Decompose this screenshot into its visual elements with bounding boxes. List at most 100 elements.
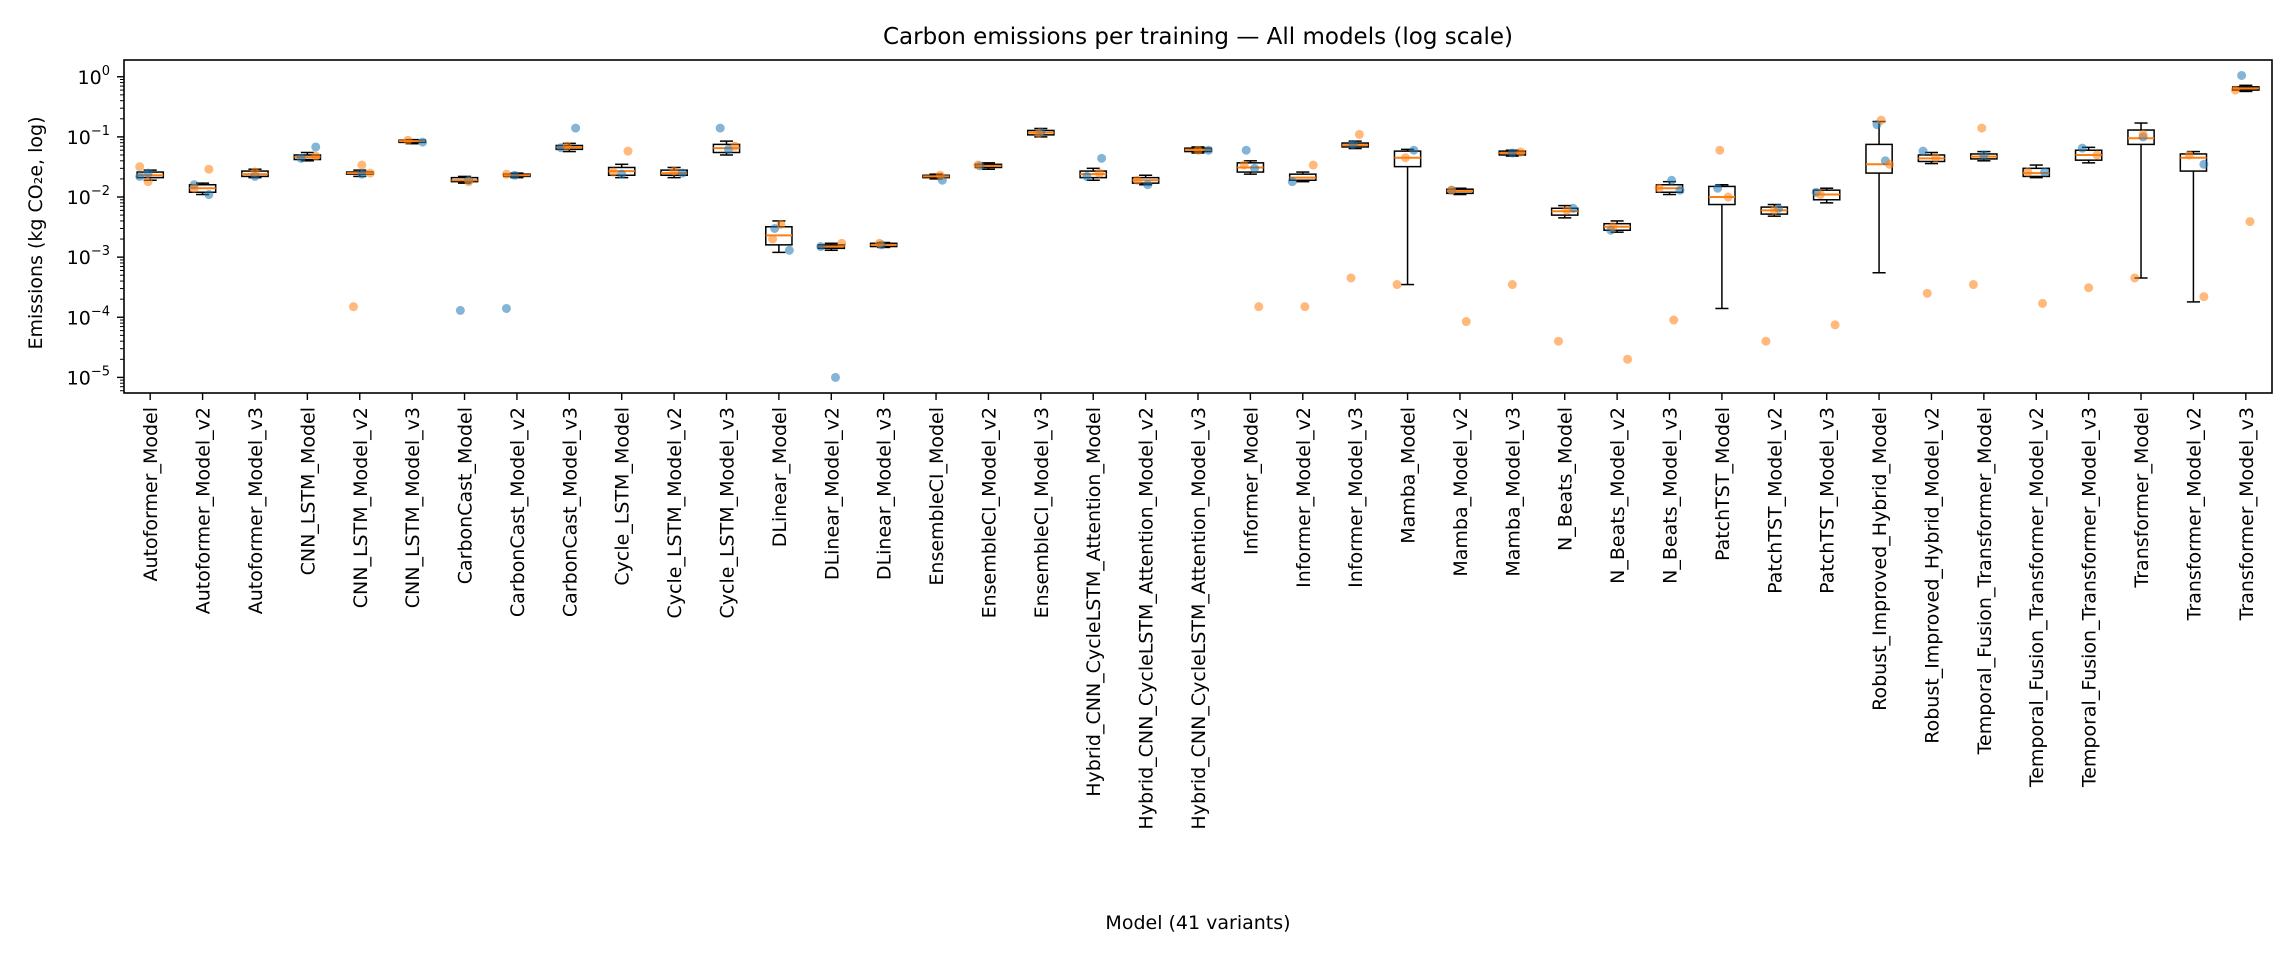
data-point-b — [357, 160, 367, 170]
plot-frame — [123, 59, 2273, 394]
y-tick-label: 10−4 — [67, 304, 110, 329]
x-tick-label: Cycle_LSTM_Model_v3 — [716, 407, 738, 618]
data-point-a — [135, 171, 145, 181]
x-tick-label: Temporal_Fusion_Transformer_Model — [1974, 407, 1996, 755]
data-point-a — [357, 169, 367, 179]
y-tick-label: 100 — [78, 64, 110, 89]
box — [2127, 122, 2155, 279]
data-point-b — [1354, 129, 1364, 139]
data-point-b — [1034, 128, 1044, 138]
chart-title: Carbon emissions per training — All mode… — [883, 24, 1513, 50]
y-tick-label: 10−3 — [67, 244, 110, 269]
data-point-b — [1723, 192, 1733, 202]
data-point-a — [1675, 185, 1685, 195]
data-point-a — [2040, 167, 2050, 177]
data-point-a — [1203, 145, 1213, 155]
data-point-a — [571, 123, 581, 133]
x-tick-label: Hybrid_CNN_CycleLSTM_Attention_Model — [1083, 407, 1105, 797]
x-tick-label: Autoformer_Model_v3 — [245, 407, 267, 614]
box-iqr — [1865, 143, 1893, 174]
data-point-a — [296, 153, 306, 163]
data-point-a — [1097, 153, 1107, 163]
data-point-b — [2230, 85, 2240, 95]
data-point-b — [1239, 160, 1249, 170]
x-tick-label: N_Beats_Model — [1555, 407, 1577, 551]
data-point-b — [135, 162, 145, 172]
box-iqr — [2127, 129, 2155, 146]
x-tick-label: Mamba_Model_v3 — [1502, 407, 1524, 577]
data-point-b — [1392, 280, 1402, 290]
data-point-a — [677, 168, 687, 178]
data-point-a — [510, 170, 520, 180]
data-point-b — [1346, 273, 1356, 283]
x-tick-label: Mamba_Model — [1398, 407, 1420, 544]
x-tick-label: Mamba_Model_v2 — [1450, 407, 1472, 577]
data-point-a — [2237, 70, 2247, 80]
x-tick-label: DLinear_Model_v3 — [874, 407, 896, 580]
data-point-b — [1931, 153, 1941, 163]
data-point-b — [1608, 222, 1618, 232]
x-tick-label: Transformer_Model_v3 — [2236, 407, 2258, 621]
x-axis-label: Model (41 variants) — [1105, 912, 1290, 934]
data-point-a — [1250, 163, 1260, 173]
x-tick-label: EnsembleCI_Model — [926, 407, 948, 586]
x-tick-label: Cycle_LSTM_Model_v2 — [664, 407, 686, 618]
x-tick-label: EnsembleCI_Model_v2 — [978, 407, 1000, 618]
data-point-b — [1095, 168, 1105, 178]
data-point-b — [1654, 183, 1664, 193]
x-tick-label: CarbonCast_Model — [455, 407, 477, 584]
data-point-a — [2199, 159, 2209, 169]
data-point-b — [189, 183, 199, 193]
data-point-b — [143, 177, 153, 187]
data-point-b — [669, 166, 679, 176]
data-point-a — [311, 142, 321, 152]
x-tick-label: DLinear_Model — [769, 407, 791, 547]
data-point-b — [874, 238, 884, 248]
data-point-a — [1713, 183, 1723, 193]
x-tick-label: CNN_LSTM_Model_v2 — [350, 407, 372, 608]
data-point-b — [1562, 205, 1572, 215]
data-point-a — [784, 245, 794, 255]
data-point-b — [1132, 175, 1142, 185]
data-point-b — [501, 169, 511, 179]
data-point-b — [2184, 150, 2194, 160]
data-point-b — [1447, 185, 1457, 195]
data-point-b — [1308, 160, 1318, 170]
data-point-b — [1507, 280, 1517, 290]
data-point-a — [2077, 143, 2087, 153]
box-iqr — [1708, 185, 1736, 206]
data-point-a — [1409, 145, 1419, 155]
x-tick-label: Hybrid_CNN_CycleLSTM_Attention_Model_v3 — [1188, 407, 1210, 830]
data-point-b — [1761, 336, 1771, 346]
data-point-b — [1815, 190, 1825, 200]
data-point-b — [1769, 205, 1779, 215]
x-tick-label: PatchTST_Model_v2 — [1764, 407, 1786, 594]
data-point-b — [623, 146, 633, 156]
data-point-b — [1400, 153, 1410, 163]
data-point-a — [1348, 139, 1358, 149]
data-point-b — [348, 302, 358, 312]
data-point-b — [1623, 354, 1633, 364]
data-point-b — [1715, 145, 1725, 155]
data-point-a — [1979, 150, 1989, 160]
x-tick-label: Informer_Model_v3 — [1345, 407, 1367, 588]
data-point-a — [418, 137, 428, 147]
data-point-a — [1143, 180, 1153, 190]
x-tick-label: Temporal_Fusion_Transformer_Model_v2 — [2026, 407, 2048, 788]
data-point-b — [768, 234, 778, 244]
data-point-a — [1287, 177, 1297, 187]
x-tick-label: Transformer_Model_v2 — [2183, 407, 2205, 621]
data-point-b — [1553, 336, 1563, 346]
data-point-b — [2199, 292, 2209, 302]
data-point-b — [250, 167, 260, 177]
x-tick-label: Robust_Improved_Hybrid_Model_v2 — [1921, 407, 1943, 744]
box — [2179, 150, 2208, 303]
data-point-b — [2130, 273, 2140, 283]
data-point-b — [935, 170, 945, 180]
box-iqr — [1393, 150, 1422, 168]
data-point-b — [403, 135, 413, 145]
data-point-b — [1193, 145, 1203, 155]
x-tick-label: DLinear_Model_v2 — [821, 407, 843, 580]
